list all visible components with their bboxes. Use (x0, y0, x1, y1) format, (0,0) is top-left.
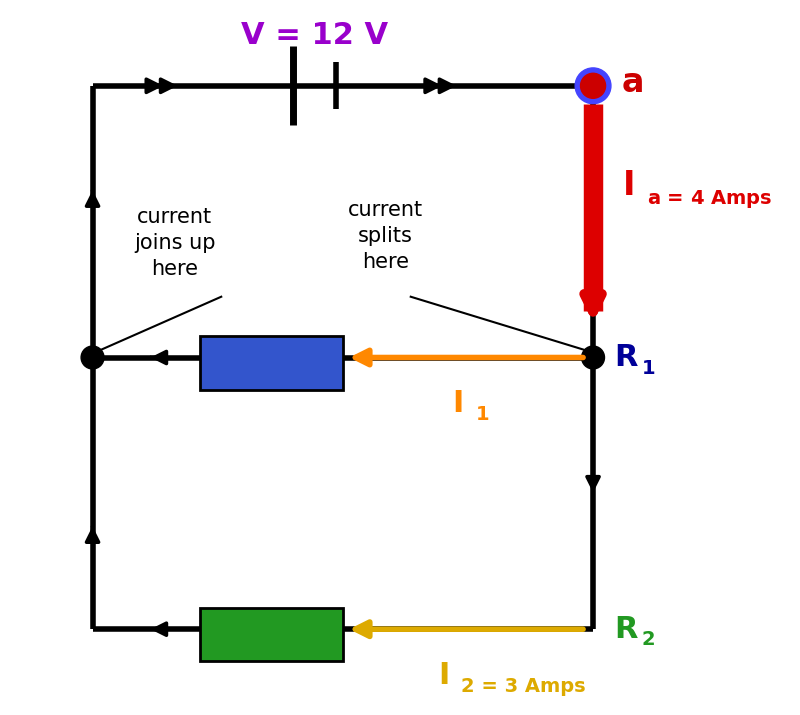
Text: $\mathbf{I}$: $\mathbf{I}$ (452, 390, 462, 418)
Text: $\mathbf{R}$: $\mathbf{R}$ (614, 615, 639, 644)
Text: current
joins up
here: current joins up here (134, 207, 215, 280)
Text: $\mathbf{I}$: $\mathbf{I}$ (622, 169, 633, 202)
Text: current
splits
here: current splits here (348, 199, 423, 272)
Bar (200, 608, 343, 661)
Circle shape (81, 346, 104, 369)
Circle shape (582, 346, 605, 369)
Text: 1: 1 (475, 405, 489, 424)
Text: 2: 2 (642, 631, 655, 649)
Text: a: a (622, 66, 644, 99)
Text: 2 = 3 Amps: 2 = 3 Amps (461, 677, 586, 696)
Circle shape (575, 68, 611, 104)
Circle shape (581, 73, 606, 98)
Text: V = 12 V: V = 12 V (241, 21, 388, 51)
Text: $\mathbf{a}$ = 4 Amps: $\mathbf{a}$ = 4 Amps (647, 188, 773, 209)
Text: $\mathbf{I}$: $\mathbf{I}$ (438, 661, 448, 690)
Bar (200, 336, 343, 390)
Text: $\mathbf{R}$: $\mathbf{R}$ (614, 343, 639, 372)
Text: 1: 1 (642, 359, 655, 378)
